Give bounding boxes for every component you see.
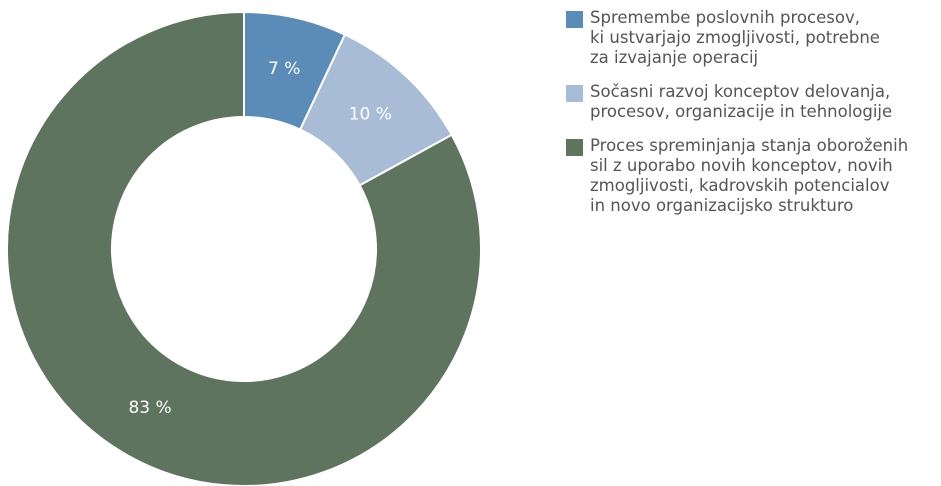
legend-swatch [566, 85, 583, 102]
legend-label: Sočasni razvoj konceptov delovanja, proc… [590, 82, 893, 121]
legend: Spremembe poslovnih procesov, ki ustvarj… [566, 8, 941, 230]
legend-swatch [566, 139, 583, 156]
legend-label: Proces spreminjanja stanja oboroženih si… [590, 136, 909, 215]
legend-swatch [566, 11, 583, 28]
data-label: 10 % [349, 105, 392, 125]
legend-item: Proces spreminjanja stanja oboroženih si… [566, 136, 941, 216]
legend-item: Sočasni razvoj konceptov delovanja, proc… [566, 82, 941, 122]
donut-segment [6, 10, 482, 486]
data-label: 83 % [128, 398, 171, 418]
legend-label: Spremembe poslovnih procesov, ki ustvarj… [590, 8, 880, 67]
data-label: 7 % [268, 59, 300, 79]
legend-item: Spremembe poslovnih procesov, ki ustvarj… [566, 8, 941, 68]
